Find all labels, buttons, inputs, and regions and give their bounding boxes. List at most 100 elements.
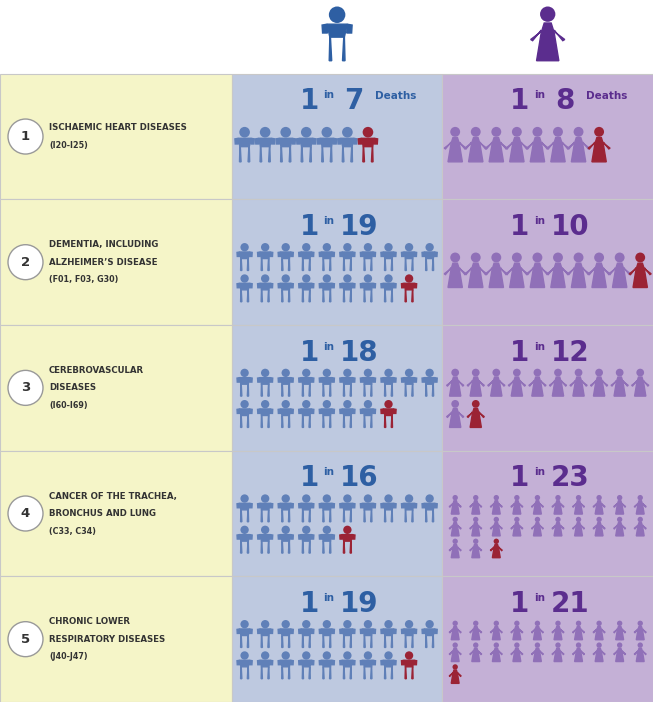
Text: 16: 16 [340,464,379,492]
Polygon shape [614,629,617,633]
Polygon shape [393,503,396,508]
Polygon shape [340,378,343,382]
Polygon shape [595,501,603,514]
Polygon shape [270,661,273,665]
Circle shape [535,517,540,522]
Polygon shape [499,503,502,507]
Polygon shape [249,629,252,633]
Polygon shape [581,651,584,654]
Polygon shape [249,409,252,413]
Polygon shape [500,142,507,149]
Polygon shape [371,258,372,270]
Polygon shape [385,635,386,647]
Polygon shape [541,142,549,149]
Polygon shape [391,667,392,679]
Circle shape [594,253,604,263]
Polygon shape [319,252,322,256]
Polygon shape [352,378,355,382]
Polygon shape [298,409,302,413]
Polygon shape [594,377,605,396]
Circle shape [8,245,43,279]
Text: 10: 10 [550,213,589,241]
Polygon shape [434,629,438,633]
Polygon shape [343,541,345,553]
Polygon shape [330,510,331,522]
Polygon shape [342,252,353,258]
Polygon shape [451,545,459,557]
Circle shape [534,369,541,376]
Circle shape [492,369,500,376]
Polygon shape [247,541,249,553]
Polygon shape [616,522,624,536]
Polygon shape [291,503,293,508]
Polygon shape [261,290,263,302]
Text: 21: 21 [550,590,589,618]
Polygon shape [582,142,590,149]
Circle shape [323,494,331,503]
Polygon shape [240,378,249,384]
Polygon shape [268,384,269,396]
Polygon shape [472,545,480,557]
Circle shape [576,495,581,501]
Polygon shape [381,378,384,382]
Polygon shape [449,673,453,676]
Text: DEMENTIA, INCLUDING: DEMENTIA, INCLUDING [49,240,159,249]
Polygon shape [352,629,355,633]
Circle shape [261,494,269,503]
Polygon shape [352,503,355,508]
Polygon shape [322,378,332,384]
Polygon shape [402,661,404,665]
Polygon shape [635,377,646,396]
Bar [0,199,232,325]
Polygon shape [478,547,482,550]
Polygon shape [631,380,637,386]
Polygon shape [560,525,564,529]
Polygon shape [575,501,582,514]
Polygon shape [260,252,270,258]
Polygon shape [426,635,427,647]
Polygon shape [478,651,482,654]
Polygon shape [458,412,464,417]
Polygon shape [373,284,375,288]
Polygon shape [281,629,291,635]
Polygon shape [404,284,414,290]
Polygon shape [434,503,438,508]
Polygon shape [393,661,396,665]
Polygon shape [292,138,295,144]
Polygon shape [469,263,483,288]
Polygon shape [601,651,605,654]
Polygon shape [634,525,638,529]
Polygon shape [541,267,549,274]
Polygon shape [575,648,582,661]
Polygon shape [281,416,283,428]
Bar [443,451,653,576]
Circle shape [323,274,331,283]
Polygon shape [268,667,269,679]
Circle shape [553,127,563,137]
Polygon shape [260,378,270,384]
Polygon shape [405,290,406,302]
Circle shape [494,495,499,501]
Polygon shape [492,501,500,514]
Polygon shape [489,263,503,288]
Polygon shape [603,142,610,149]
Text: (I20-I25): (I20-I25) [49,141,88,150]
Polygon shape [330,290,331,302]
Polygon shape [529,380,534,386]
Polygon shape [451,670,459,683]
Polygon shape [451,501,459,514]
Polygon shape [414,503,417,508]
Polygon shape [302,258,304,270]
Polygon shape [488,380,493,386]
Circle shape [239,127,250,138]
Polygon shape [552,503,556,507]
Circle shape [281,400,290,409]
Polygon shape [301,535,311,541]
Polygon shape [281,635,283,647]
Polygon shape [343,667,345,679]
Polygon shape [595,522,603,536]
Polygon shape [371,416,372,428]
Polygon shape [289,635,290,647]
Polygon shape [458,380,464,386]
Polygon shape [360,503,363,508]
